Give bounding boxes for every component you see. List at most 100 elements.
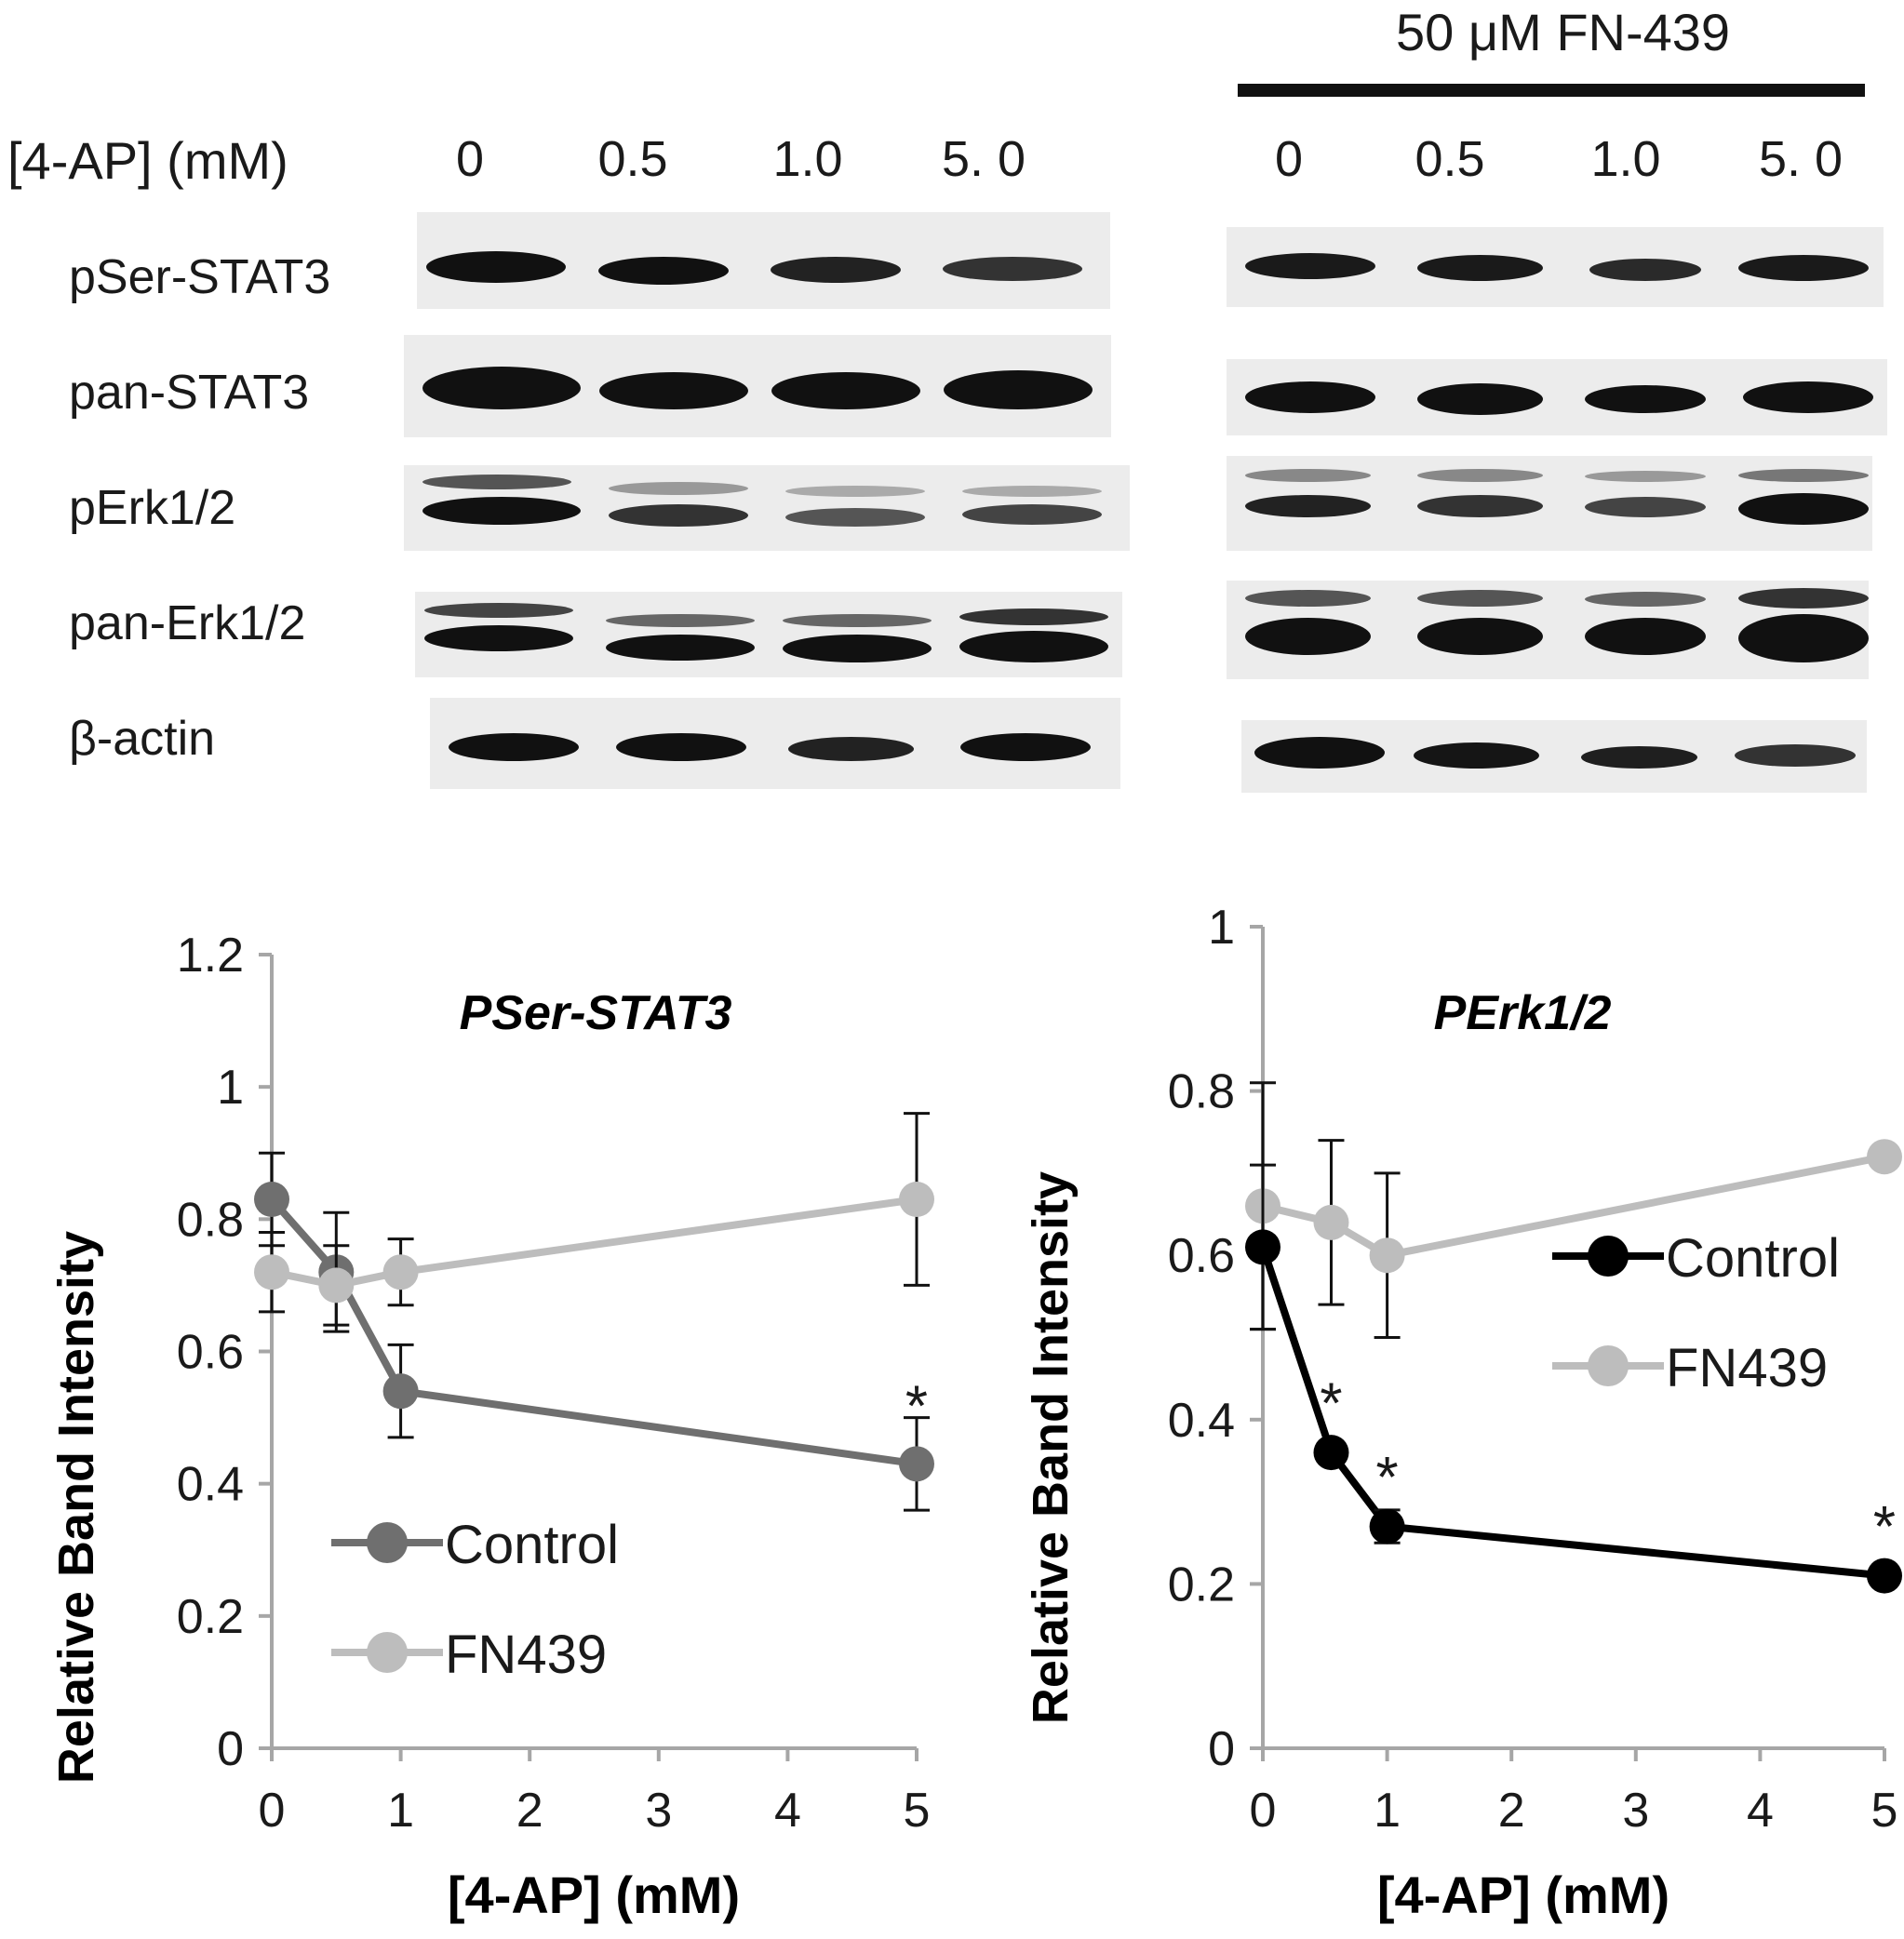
significance-asterisk: *: [1320, 1371, 1342, 1436]
y-tick-label: 0.4: [1168, 1394, 1235, 1448]
band: [771, 372, 920, 409]
data-point-fn439: [382, 1254, 419, 1290]
left-conc-0: 0: [455, 131, 485, 187]
legend-marker-control: [1588, 1236, 1629, 1277]
band: [426, 251, 566, 283]
x-tick-label: 4: [1747, 1784, 1774, 1838]
band: [424, 603, 573, 618]
series-line-control: [1259, 1246, 1885, 1580]
data-point-control: [382, 1373, 419, 1410]
data-point-fn439: [1867, 1139, 1902, 1175]
band: [1414, 742, 1539, 769]
x-tick-label: 3: [1622, 1784, 1649, 1838]
treatment-bar: [1238, 84, 1865, 97]
band: [1245, 618, 1371, 655]
band: [1417, 495, 1543, 517]
band: [1738, 469, 1869, 482]
series-line-fn439: [1262, 1153, 1885, 1260]
band: [1589, 259, 1701, 281]
y-tick-label: 0.6: [177, 1326, 244, 1380]
band: [1245, 469, 1371, 482]
series-line-control: [269, 1197, 918, 1468]
left-conc-3: 5. 0: [941, 131, 1026, 187]
legend-label-control: Control: [1666, 1228, 1840, 1289]
x-tick-label: 5: [1871, 1784, 1898, 1838]
data-point-fn439: [899, 1182, 934, 1218]
band: [1738, 614, 1869, 662]
band: [1585, 385, 1706, 413]
band: [1743, 381, 1873, 413]
blot-right-beta-actin: [1241, 720, 1867, 793]
band: [785, 486, 925, 497]
significance-asterisk: *: [905, 1374, 928, 1438]
y-tick-label: 1.2: [177, 929, 244, 983]
data-point-control: [254, 1182, 289, 1218]
legend-label-fn439: FN439: [1666, 1338, 1828, 1398]
x-tick-label: 0: [259, 1784, 286, 1838]
blot-left-pan-erk: [415, 592, 1122, 677]
x-tick-label: 5: [904, 1784, 931, 1838]
blot-right-pser-stat3: [1227, 227, 1884, 307]
band: [960, 733, 1091, 761]
conc-axis-label: [4-AP] (mM): [7, 131, 288, 190]
band: [962, 486, 1102, 497]
x-tick-label: 2: [1498, 1784, 1525, 1838]
band: [943, 257, 1082, 281]
row-label-beta-actin: β-actin: [69, 712, 216, 766]
x-tick-label: 4: [774, 1784, 801, 1838]
right-conc-0: 0: [1274, 131, 1304, 187]
band: [1585, 471, 1706, 482]
band: [598, 257, 729, 285]
y-tick-label: 0.2: [1168, 1558, 1235, 1611]
band: [1245, 253, 1375, 279]
blot-right-perk: [1227, 456, 1872, 551]
row-label-pser-stat3: pSer-STAT3: [69, 250, 331, 304]
band: [962, 504, 1102, 525]
x-tick-label: 2: [516, 1784, 543, 1838]
left-conc-1: 0.5: [597, 131, 668, 187]
data-point-fn439: [1313, 1204, 1349, 1240]
band: [616, 733, 746, 761]
x-axis-label: [4-AP] (mM): [1377, 1865, 1669, 1924]
band: [1417, 469, 1543, 482]
band: [788, 737, 914, 761]
blot-right-pan-stat3: [1227, 359, 1887, 435]
left-conc-2: 1.0: [772, 131, 843, 187]
y-tick-label: 0: [217, 1722, 244, 1776]
band: [1738, 588, 1869, 608]
y-tick-label: 1: [1208, 901, 1235, 955]
y-tick-label: 0.8: [177, 1193, 244, 1247]
band: [1245, 495, 1371, 517]
treatment-label: 50 μM FN-439: [1396, 3, 1731, 61]
chart-title: PErk1/2: [1434, 986, 1612, 1040]
band: [1735, 744, 1856, 767]
band: [422, 497, 581, 525]
band: [959, 608, 1108, 625]
data-point-fn439: [254, 1254, 289, 1290]
band: [1245, 590, 1371, 607]
y-tick-label: 1: [217, 1061, 244, 1115]
right-conc-3: 5. 0: [1758, 131, 1844, 187]
band: [1585, 497, 1706, 517]
x-axis-label: [4-AP] (mM): [448, 1865, 740, 1924]
blot-right-pan-erk: [1227, 581, 1869, 679]
band: [1417, 383, 1543, 415]
band: [1417, 255, 1543, 281]
band: [1245, 381, 1375, 413]
y-axis-label: Relative Band Intensity: [48, 1231, 104, 1784]
blot-left-beta-actin: [430, 698, 1120, 789]
chart-title: PSer-STAT3: [460, 986, 732, 1040]
row-label-perk: pErk1/2: [69, 481, 236, 535]
legend-marker-control: [367, 1522, 408, 1563]
data-point-control: [1867, 1558, 1902, 1594]
legend-marker-fn439: [367, 1632, 408, 1673]
band: [1417, 618, 1543, 655]
band: [449, 733, 579, 761]
band: [1581, 746, 1697, 769]
y-axis-label: Relative Band Intensity: [1023, 1171, 1079, 1724]
x-tick-label: 1: [1374, 1784, 1401, 1838]
band: [606, 635, 755, 661]
band: [783, 614, 932, 627]
data-point-fn439: [318, 1267, 355, 1304]
right-conc-2: 1.0: [1590, 131, 1661, 187]
